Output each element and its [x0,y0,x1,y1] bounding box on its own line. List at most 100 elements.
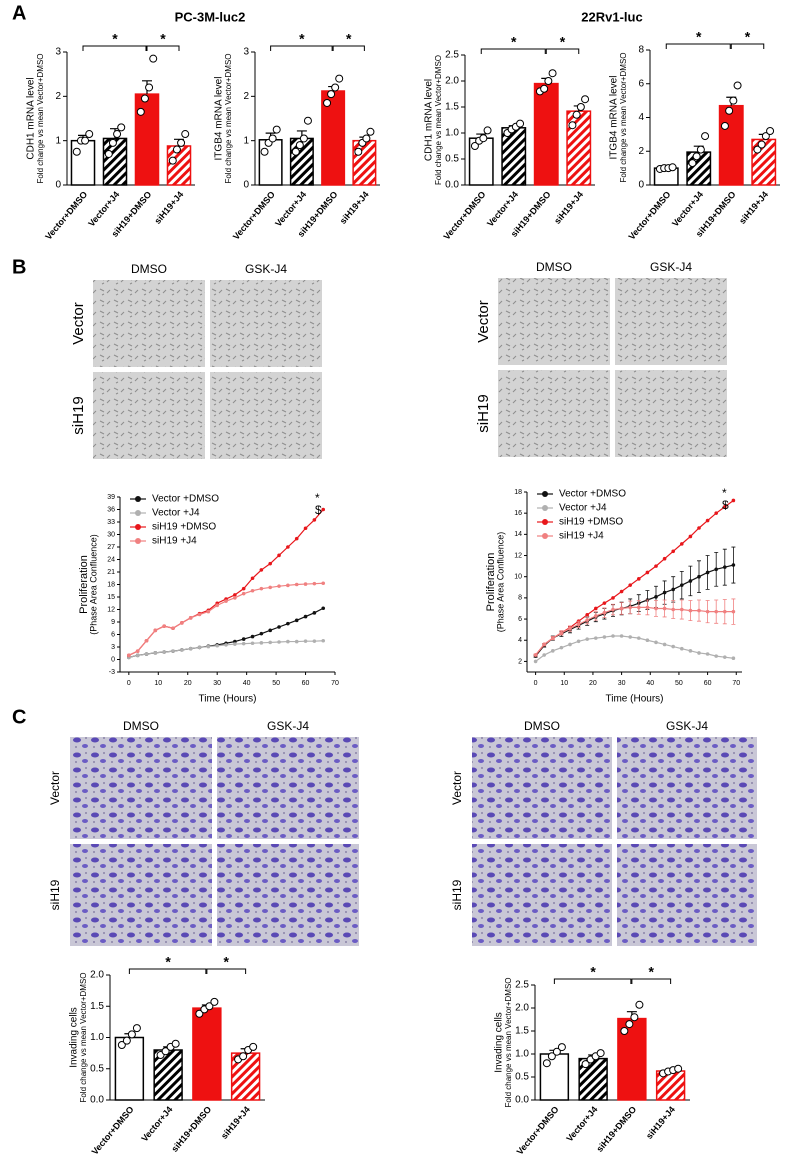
y-tick-label: 12 [514,552,522,559]
y-tick-label: 4 [638,112,644,123]
data-point [215,643,219,648]
x-tick-label: siH19+J4 [338,189,371,226]
data-point [268,134,277,143]
data-point [705,609,710,614]
legend-marker [542,505,548,511]
data-point [321,638,326,643]
significance-label: * [299,31,305,47]
data-point [277,640,281,644]
panel-label: B [12,256,26,278]
x-tick-label: Vector+DMSO [515,1104,561,1156]
data-point [108,138,117,147]
data-point [572,110,581,119]
data-point [731,609,736,614]
data-point [321,606,326,611]
cell-line-title: 22Rv1-luc [581,9,642,24]
data-point [259,641,264,645]
y-axis-sublabel: (Phase Area Confluence) [88,534,98,635]
y-tick-label: 2.5 [515,980,529,991]
data-point [113,130,122,139]
data-point [568,121,577,130]
data-point [628,583,632,587]
data-point [153,651,158,655]
data-point [733,81,742,90]
micrograph [217,844,359,946]
micrograph [615,278,727,365]
data-point [135,653,140,658]
significance-bracket [270,45,333,51]
x-tick-label: 10 [560,680,568,687]
y-tick-label: -3 [109,669,115,676]
data-point [162,650,166,654]
data-point [479,134,488,143]
micrograph [210,372,322,459]
y-tick-label: 15 [107,594,115,601]
data-point [286,583,290,588]
data-point [697,608,701,613]
x-tick-label: 0 [127,680,131,687]
data-point [585,618,589,622]
micrograph [70,737,212,839]
data-point [662,642,667,647]
significance-label: * [165,954,171,970]
series-line [128,607,324,659]
data-point [697,574,701,579]
data-point [277,584,281,588]
legend-marker [542,519,548,525]
data-point [195,1009,204,1018]
data-point [197,612,202,617]
data-point [259,568,264,572]
data-point [568,642,572,647]
y-axis-label: ITGB4 mRNA level [214,77,225,161]
micrograph [498,278,610,365]
significance-bracket [730,43,765,49]
bar [192,1007,222,1101]
data-point [205,1002,214,1011]
micrograph [93,372,205,459]
data-point [259,586,264,591]
data-point [714,609,718,614]
y-tick-label: 3 [243,47,249,58]
data-point [731,656,736,661]
data-point [127,653,131,658]
data-point [259,631,264,636]
column-label: GSK-J4 [267,719,309,733]
data-point [611,607,615,612]
significance-bracket [146,45,180,51]
data-point [286,639,290,644]
data-point [533,653,538,657]
y-tick-label: 8 [518,595,522,602]
data-point [753,145,762,154]
x-tick-label: 40 [243,680,251,687]
data-point [585,637,589,641]
y-tick-label: 33 [107,519,115,526]
data-point [542,642,546,647]
data-point [241,591,246,596]
data-point [688,608,693,613]
micrograph [617,737,757,839]
data-point [197,645,202,650]
data-point [85,130,94,139]
data-point [725,106,734,115]
data-point [140,94,149,103]
legend-marker [542,533,548,539]
data-point [312,581,317,586]
y-axis-sublabel: Fold change vs mean Vector+DMSO [504,977,513,1107]
data-point [117,123,126,132]
data-point [171,1039,180,1048]
data-point [559,645,564,650]
data-point [654,564,658,568]
micrograph [217,737,359,839]
data-point [127,1030,136,1039]
y-axis-sublabel: Fold change vs mean Vector+DMSO [434,55,443,185]
significance-label: * [112,31,118,47]
data-point [729,96,738,105]
series-line [535,606,734,656]
micrograph [498,370,610,457]
data-point [241,637,246,641]
data-point [671,644,675,649]
data-point [596,1049,605,1058]
data-point [295,141,304,150]
y-tick-label: 2.5 [445,50,459,61]
y-tick-label: 0.0 [90,1095,104,1106]
